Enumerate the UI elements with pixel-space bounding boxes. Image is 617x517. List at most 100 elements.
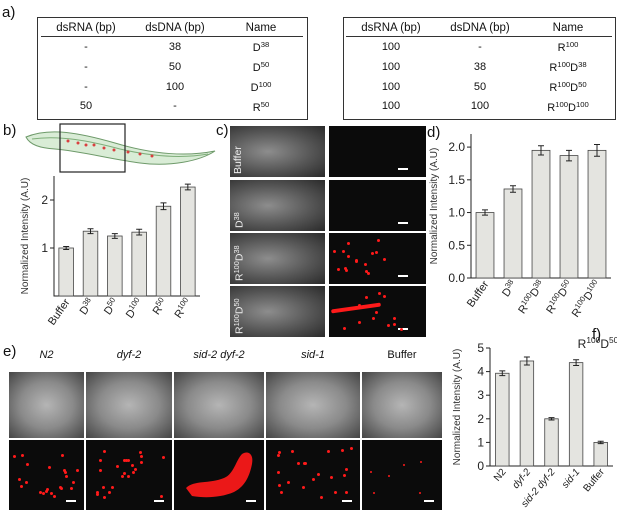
error-bar — [594, 143, 600, 157]
table-cell-dna: 100 — [165, 80, 185, 93]
fluorescent-punctum — [341, 250, 345, 254]
error-bar — [523, 356, 530, 366]
error-bar — [87, 228, 94, 235]
fluorescent-punctum — [302, 461, 306, 465]
table-row: - 38 D38 — [41, 37, 303, 57]
panel-e-column-label: N2 — [39, 349, 54, 361]
col-header-dsrna: dsRNA (bp) — [41, 20, 131, 37]
error-bar — [566, 149, 572, 162]
fluorescent-punctum — [279, 491, 283, 495]
table-row: - 50 D50 — [41, 57, 303, 77]
fluorescent-punctum — [277, 471, 281, 475]
fluorescent-punctum — [342, 326, 346, 330]
fluorescence-image — [329, 180, 426, 231]
axis-line — [53, 176, 200, 297]
brightfield-image — [362, 372, 442, 438]
fluorescent-punctum — [18, 478, 22, 482]
fluorescent-punctum — [382, 295, 386, 299]
fluorescent-punctum — [403, 464, 406, 467]
x-tick-label: D100 — [122, 295, 146, 320]
bar — [593, 442, 608, 467]
x-tick-label: Buffer — [465, 279, 492, 310]
fluorescent-punctum — [161, 456, 165, 460]
panel-e-column-label: dyf-2 — [116, 349, 142, 361]
fluorescent-punctum — [302, 486, 306, 490]
fluorescent-punctum — [140, 454, 144, 458]
error-bar — [136, 228, 143, 236]
fluorescence-image — [9, 440, 84, 510]
y-tick-label: 1.0 — [448, 206, 465, 220]
error-bar — [499, 370, 506, 377]
table-cell-name: D50 — [252, 59, 270, 74]
fluorescence-image — [86, 440, 172, 510]
table-cell-rna: - — [84, 80, 88, 93]
error-bar — [63, 246, 70, 250]
table-cell-dna: 50 — [473, 80, 487, 93]
fluorescent-punctum — [363, 262, 367, 266]
table-left-box — [37, 17, 308, 120]
fluorescent-punctum — [61, 453, 65, 457]
fluorescent-punctum — [370, 470, 373, 473]
x-tick-label: sid-1 — [560, 467, 582, 491]
fluorescent-punctum — [329, 475, 333, 479]
error-bar — [160, 202, 167, 211]
fluorescent-punctum — [420, 460, 423, 463]
fluorescent-punctum — [123, 472, 127, 476]
fluorescence-image — [174, 440, 264, 510]
x-tick-label: dyf-2 — [510, 467, 533, 491]
fluorescent-punctum — [69, 486, 73, 490]
x-tick-label: R50 — [149, 295, 170, 317]
y-tick-label: 1 — [477, 435, 484, 449]
fluorescent-punctum — [372, 316, 376, 320]
error-bar — [548, 417, 555, 421]
x-tick-label: D38 — [76, 295, 97, 317]
fluorescent-punctum — [95, 490, 99, 494]
scale-bar — [398, 168, 408, 170]
fluorescent-punctum — [46, 487, 50, 491]
table-cell-rna: 100 — [381, 60, 401, 73]
bar — [58, 247, 74, 297]
bar — [531, 149, 551, 279]
table-row: - 100 D100 — [41, 77, 303, 97]
fluorescent-punctum — [399, 327, 403, 331]
bar — [131, 231, 147, 297]
bar — [519, 360, 535, 467]
fluorescent-punctum — [132, 471, 136, 475]
fluorescent-punctum — [337, 267, 341, 271]
table-cell-name: R100D38 — [549, 59, 587, 74]
fluorescent-punctum — [116, 464, 120, 468]
brightfield-image — [174, 372, 264, 438]
bar — [503, 188, 523, 279]
y-tick-label: 3 — [477, 388, 484, 402]
y-tick-label: 1 — [41, 241, 48, 255]
brightfield-image — [266, 372, 360, 438]
brightfield-image — [9, 372, 84, 438]
fluorescent-punctum — [365, 270, 369, 274]
panel-c-images: Buffer D38 R100D38 R100D50 — [230, 126, 426, 341]
fluorescent-punctum — [53, 494, 57, 498]
fluorescent-punctum — [107, 491, 111, 495]
y-tick-label: 2.0 — [448, 140, 465, 154]
fluorescent-punctum — [383, 257, 387, 261]
y-axis-label: Normalized Intensity (A.U) — [429, 148, 440, 265]
panel-c-row-label: D38 — [232, 212, 246, 228]
table-cell-rna: 100 — [381, 80, 401, 93]
bar — [107, 235, 123, 297]
bar — [180, 186, 196, 297]
fluorescent-punctum — [25, 481, 29, 485]
fluorescent-punctum — [126, 475, 130, 479]
panel-b-label: b) — [3, 122, 17, 139]
fluorescent-punctum — [286, 480, 290, 484]
bar — [544, 418, 559, 467]
fluorescent-punctum — [47, 465, 51, 469]
y-tick-label: 5 — [477, 341, 484, 355]
x-tick-label: N2 — [492, 467, 509, 484]
bar — [495, 372, 510, 467]
fluorescent-punctum — [333, 249, 337, 253]
x-tick-label: Buffer — [582, 466, 608, 494]
col-header-dsrna: dsRNA (bp) — [346, 20, 436, 37]
fluorescent-punctum — [277, 454, 281, 458]
chart-title: R100D50 — [578, 336, 617, 351]
fluorescent-punctum — [377, 239, 381, 243]
